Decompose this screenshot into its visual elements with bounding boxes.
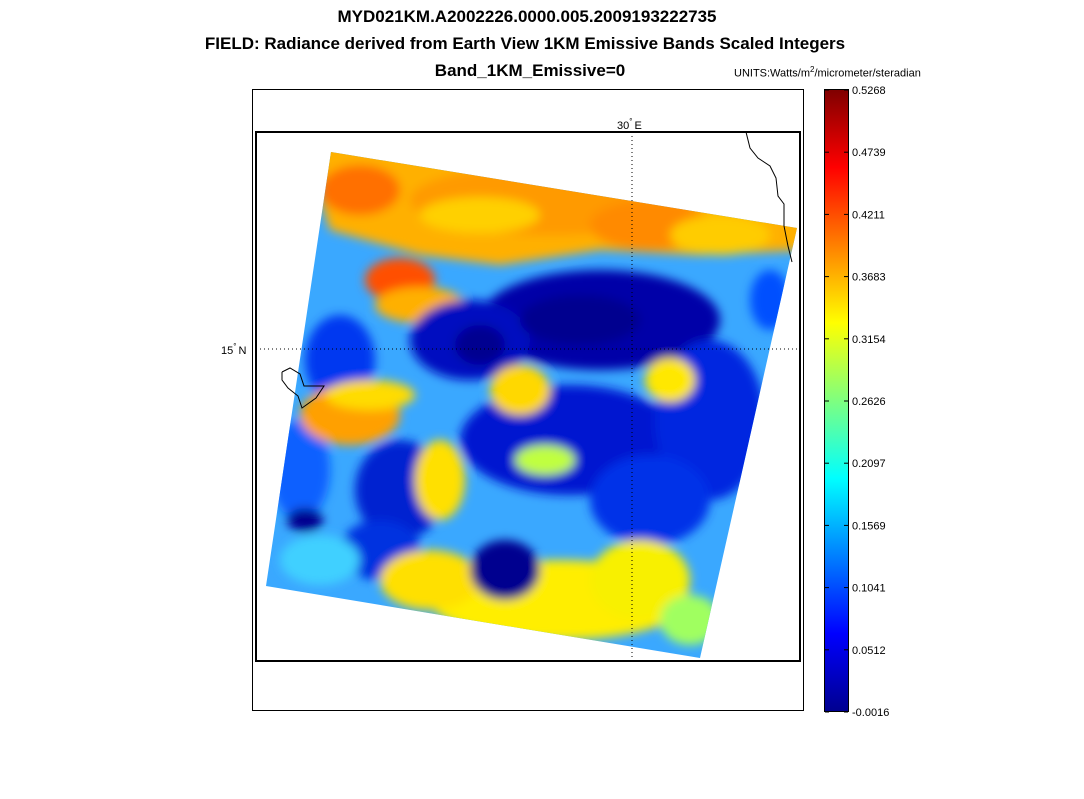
colorbar-ticks: 0.5268 0.4739 0.4211 0.3683 0.3154 0.2626 0.20… (825, 85, 889, 719)
colorbar-tick-label: 0.4739 (852, 147, 886, 159)
map-boundary (255, 131, 801, 662)
colorbar-tick-label: 0.5268 (852, 85, 886, 97)
colorbar-tick-label: 0.1041 (852, 583, 886, 595)
lon-label-30e: 30° E (617, 117, 642, 132)
title-granule: MYD021KM.A2002226.0000.005.2009193222735 (337, 7, 717, 26)
title-field: FIELD: Radiance derived from Earth View … (204, 34, 846, 53)
coastline-red-sea (745, 131, 793, 263)
colorbar-tick-label: 0.3154 (852, 334, 886, 346)
colorbar-tick-label: 0.0512 (852, 645, 886, 657)
radiance-swath (266, 152, 797, 658)
coastline-lake (281, 367, 325, 409)
colorbar-tick-label: 0.1569 (852, 520, 886, 532)
colorbar-tick-label: -0.0016 (852, 707, 889, 719)
colorbar-tick-label: 0.2626 (852, 396, 886, 408)
title-band: Band_1KM_Emissive=0 (434, 61, 626, 80)
colorbar-tick-label: 0.2097 (852, 458, 886, 470)
colorbar-tick-label: 0.4211 (852, 209, 885, 221)
lat-label-15n: 15° N (221, 342, 246, 357)
colorbar-tick-label: 0.3683 (852, 272, 886, 284)
units-label: UNITS:Watts/m2/micrometer/steradian (734, 65, 921, 80)
